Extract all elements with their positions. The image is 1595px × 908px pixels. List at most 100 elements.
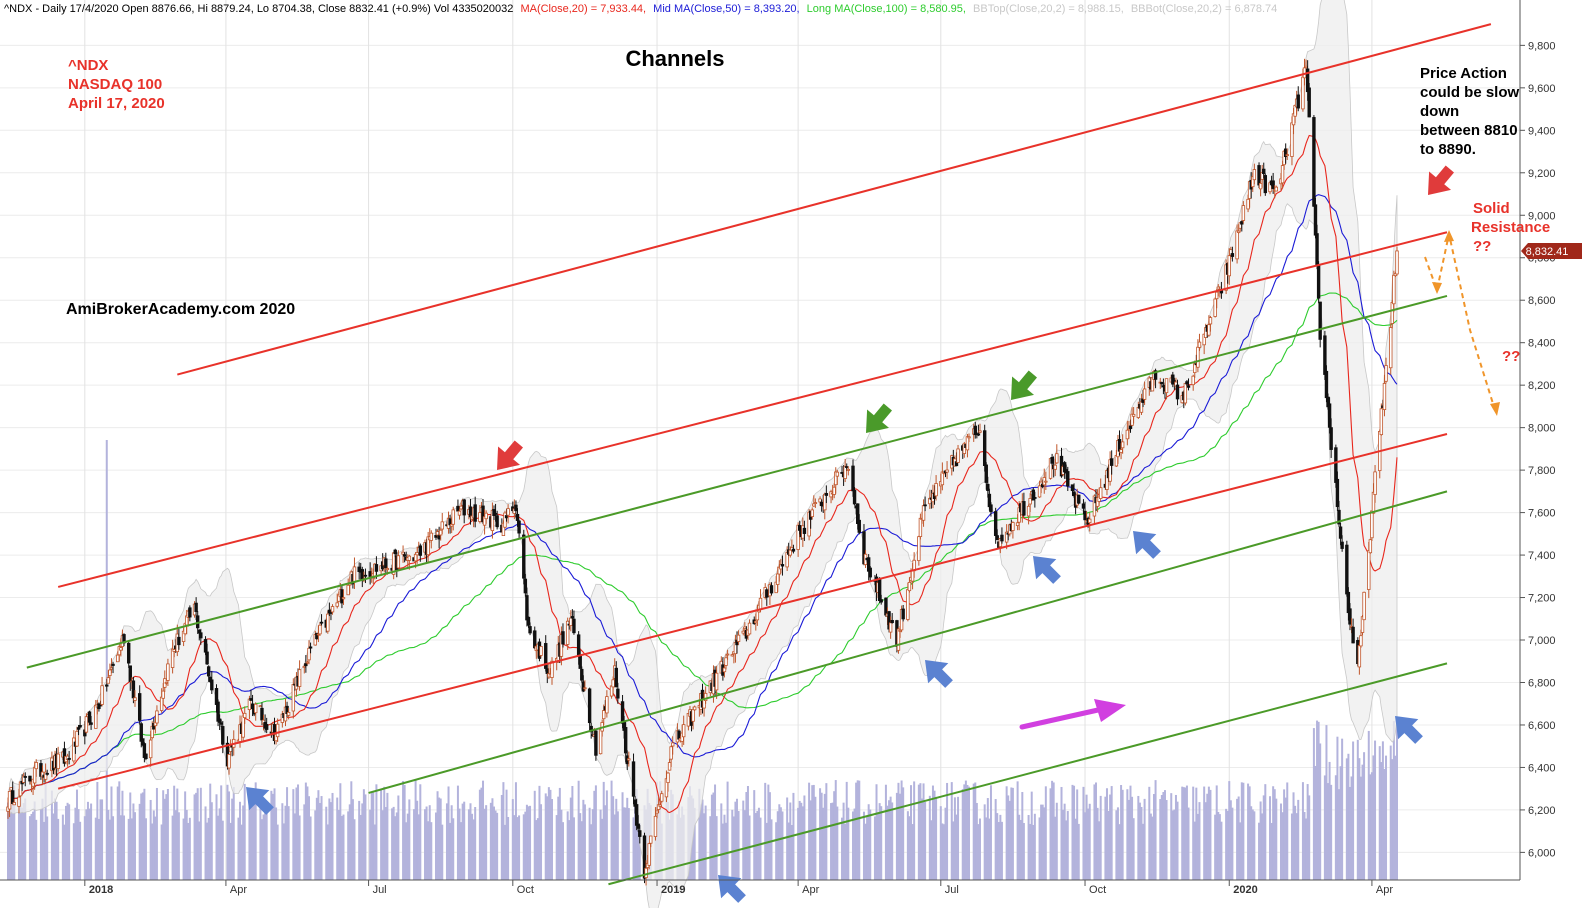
volume-bar (22, 803, 25, 880)
candle-body (1120, 441, 1125, 449)
volume-bar (402, 781, 405, 880)
volume-bar (544, 793, 547, 880)
symbol-name: NASDAQ 100 (68, 76, 162, 93)
candle-body (264, 724, 269, 730)
volume-bar (119, 815, 122, 880)
volume-bar (449, 822, 452, 880)
candle-body (681, 724, 686, 738)
candle-body (580, 668, 584, 681)
volume-bar (329, 802, 332, 880)
volume-bar (282, 823, 285, 880)
candle-body (1077, 494, 1081, 504)
candle-body (249, 698, 253, 701)
candle-body (1359, 635, 1363, 647)
candle-body (526, 616, 531, 626)
x-tick-label: Jul (945, 884, 959, 896)
volume-bar (985, 817, 988, 880)
volume-bar (1052, 782, 1055, 880)
volume-bar (63, 824, 66, 880)
candle-body (84, 716, 89, 733)
volume-bar (1341, 738, 1344, 880)
volume-bar (900, 780, 903, 880)
volume-bar (353, 819, 356, 880)
volume-bar (259, 804, 262, 880)
volume-bar (1250, 806, 1253, 880)
candle-body (1186, 385, 1191, 388)
candle-body (1370, 510, 1374, 539)
volume-bar (1062, 809, 1065, 880)
volume-bar (1330, 784, 1333, 880)
volume-bar (229, 822, 232, 880)
volume-bar (803, 795, 806, 880)
volume-bar (265, 808, 268, 880)
volume-bar (1027, 815, 1030, 880)
volume-bar (496, 812, 499, 880)
volume-bar (52, 813, 55, 880)
volume-bar (43, 821, 46, 880)
volume-bar (1005, 786, 1008, 880)
candle-body (611, 679, 615, 688)
candle-body (1099, 487, 1103, 499)
candle-body (978, 430, 982, 433)
volume-bar (428, 805, 431, 880)
volume-bar (138, 803, 141, 880)
candle-body (148, 739, 153, 759)
candle-body (877, 579, 882, 601)
volume-bar (474, 807, 477, 880)
header-prefix: ^NDX - Daily 17/4/2020 Open 8876.66, Hi … (4, 3, 513, 15)
candle-body (846, 469, 850, 471)
volume-bar (1383, 768, 1386, 880)
x-tick-label: Jul (373, 884, 387, 896)
header-ma100: Long MA(Close,100) = 8,580.95, (807, 3, 966, 15)
orange-arrowhead-icon (1490, 402, 1500, 416)
volume-bar (292, 789, 295, 880)
candle-body (525, 595, 529, 621)
volume-bar (1093, 784, 1096, 880)
candle-body (448, 518, 452, 526)
y-tick-label: 7,800 (1528, 465, 1556, 477)
header-bbbot: BBBot(Close,20,2) = 6,878.74 (1131, 3, 1277, 15)
volume-bar (505, 789, 508, 880)
ma100-line (7, 292, 1398, 808)
volume-bar (173, 785, 176, 880)
volume-bar (118, 781, 121, 880)
volume-bar (1184, 787, 1187, 880)
volume-bar (1209, 789, 1212, 880)
volume-bar (1269, 796, 1272, 880)
x-tick-label: 2020 (1233, 884, 1257, 896)
volume-bar (83, 816, 86, 880)
blue-arrow-icon (925, 660, 953, 688)
candle-body (982, 430, 987, 466)
volume-bar (1352, 741, 1355, 880)
candle-body (517, 520, 521, 534)
volume-bar (1016, 781, 1019, 880)
candle-body (890, 620, 894, 624)
candle-body (9, 787, 13, 791)
candle-body (934, 483, 938, 497)
channel-line-green (26, 294, 1448, 669)
volume-bar (350, 781, 353, 880)
volume-bar (1195, 787, 1198, 880)
candle-body (1258, 182, 1263, 190)
volume-bar (97, 818, 100, 880)
volume-bar (524, 811, 527, 880)
volume-bar (503, 824, 506, 880)
volume-bar (1248, 786, 1251, 880)
volume-bar (1394, 755, 1397, 880)
volume-bar (842, 802, 845, 880)
candle-body (569, 617, 573, 626)
candle-body (986, 483, 990, 491)
volume-bar (867, 804, 870, 880)
candle-body (765, 589, 769, 598)
volume-bar (953, 797, 956, 880)
volume-bar (494, 810, 497, 880)
candle-body (852, 489, 857, 505)
candle-body (888, 622, 893, 633)
x-tick-label: Apr (802, 884, 819, 896)
volume-bar (392, 806, 395, 880)
red-arrow-icon (1428, 165, 1454, 195)
volume-bar (1182, 787, 1185, 880)
candle-body (528, 626, 532, 634)
volume-bar (634, 799, 637, 880)
volume-bar (613, 814, 616, 880)
